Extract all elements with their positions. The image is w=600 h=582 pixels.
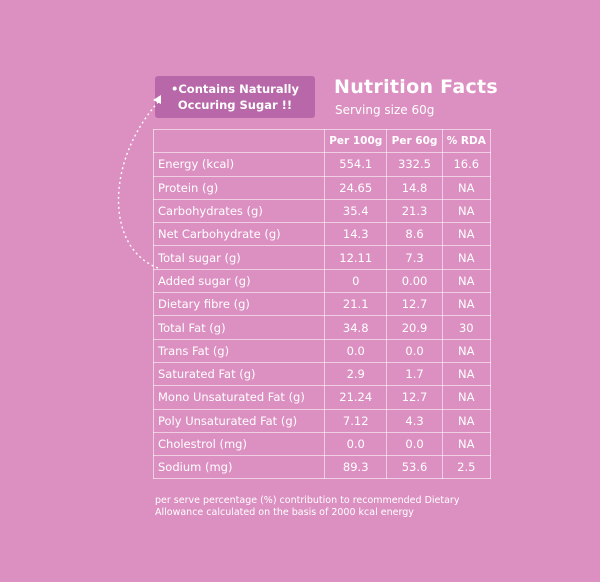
header-rda: % RDA — [441, 128, 492, 154]
value-per-100g: 0.0 — [323, 431, 388, 457]
value-per-60g: 53.6 — [386, 455, 443, 480]
nutrient-name: Cholestrol (mg) — [153, 431, 325, 457]
header-per-60g: Per 60g — [386, 128, 443, 154]
value-rda: NA — [441, 198, 492, 224]
table-row: Sodium (mg) 89.3 53.6 2.5 — [153, 455, 492, 480]
value-rda: 2.5 — [441, 455, 492, 480]
nutrient-name: Net Carbohydrate (g) — [153, 222, 325, 247]
value-per-100g: 554.1 — [323, 152, 388, 177]
nutrient-name: Total sugar (g) — [153, 245, 325, 270]
table-row: Dietary fibre (g) 21.1 12.7 NA — [153, 292, 492, 317]
nutrient-name: Mono Unsaturated Fat (g) — [153, 385, 325, 410]
nutrient-name: Protein (g) — [153, 175, 325, 200]
value-per-100g: 34.8 — [323, 315, 388, 340]
header-per-100g: Per 100g — [323, 128, 388, 154]
value-per-100g: 24.65 — [323, 175, 388, 200]
nutrient-name: Sodium (mg) — [153, 455, 325, 480]
table-row: Carbohydrates (g) 35.4 21.3 NA — [153, 198, 492, 224]
value-per-60g: 20.9 — [386, 315, 443, 340]
footnote-line-1: per serve percentage (%) contribution to… — [155, 495, 460, 506]
callout-line-1: •Contains Naturally — [171, 82, 299, 96]
table-row: Cholestrol (mg) 0.0 0.0 NA — [153, 431, 492, 457]
value-per-60g: 12.7 — [386, 385, 443, 410]
value-per-100g: 21.1 — [323, 292, 388, 317]
value-per-60g: 0.0 — [386, 338, 443, 363]
value-rda: 30 — [441, 315, 492, 340]
value-per-60g: 1.7 — [386, 361, 443, 387]
footnote-line-2: Allowance calculated on the basis of 200… — [155, 507, 414, 518]
value-per-100g: 89.3 — [323, 455, 388, 480]
table-row: Saturated Fat (g) 2.9 1.7 NA — [153, 361, 492, 387]
value-rda: NA — [441, 268, 492, 294]
table-row: Trans Fat (g) 0.0 0.0 NA — [153, 338, 492, 363]
table-row: Poly Unsaturated Fat (g) 7.12 4.3 NA — [153, 408, 492, 433]
value-per-100g: 0 — [323, 268, 388, 294]
value-per-60g: 14.8 — [386, 175, 443, 200]
value-per-60g: 0.0 — [386, 431, 443, 457]
value-per-60g: 7.3 — [386, 245, 443, 270]
value-rda: NA — [441, 431, 492, 457]
rda-footnote: per serve percentage (%) contribution to… — [155, 495, 515, 519]
value-per-100g: 12.11 — [323, 245, 388, 270]
value-per-100g: 0.0 — [323, 338, 388, 363]
nutrition-table: Per 100g Per 60g % RDA Energy (kcal) 554… — [153, 128, 492, 480]
table-row: Added sugar (g) 0 0.00 NA — [153, 268, 492, 294]
nutrient-name: Added sugar (g) — [153, 268, 325, 294]
value-per-100g: 21.24 — [323, 385, 388, 410]
table-row: Energy (kcal) 554.1 332.5 16.6 — [153, 152, 492, 177]
value-rda: NA — [441, 408, 492, 433]
value-per-100g: 14.3 — [323, 222, 388, 247]
value-per-60g: 8.6 — [386, 222, 443, 247]
table-row: Mono Unsaturated Fat (g) 21.24 12.7 NA — [153, 385, 492, 410]
value-rda: NA — [441, 385, 492, 410]
nutrient-name: Trans Fat (g) — [153, 338, 325, 363]
table-row: Total sugar (g) 12.11 7.3 NA — [153, 245, 492, 270]
value-rda: NA — [441, 292, 492, 317]
value-per-60g: 21.3 — [386, 198, 443, 224]
value-per-100g: 35.4 — [323, 198, 388, 224]
nutrient-name: Energy (kcal) — [153, 152, 325, 177]
value-rda: NA — [441, 245, 492, 270]
callout-line-2: Occuring Sugar !! — [177, 98, 293, 112]
value-per-60g: 0.00 — [386, 268, 443, 294]
nutrient-name: Saturated Fat (g) — [153, 361, 325, 387]
value-per-60g: 12.7 — [386, 292, 443, 317]
table-row: Protein (g) 24.65 14.8 NA — [153, 175, 492, 200]
table-row: Net Carbohydrate (g) 14.3 8.6 NA — [153, 222, 492, 247]
value-rda: 16.6 — [441, 152, 492, 177]
table-header-row: Per 100g Per 60g % RDA — [153, 128, 492, 154]
value-rda: NA — [441, 361, 492, 387]
value-rda: NA — [441, 338, 492, 363]
serving-size: Serving size 60g — [335, 103, 435, 117]
value-per-100g: 2.9 — [323, 361, 388, 387]
nutrient-name: Total Fat (g) — [153, 315, 325, 340]
value-per-60g: 4.3 — [386, 408, 443, 433]
table-row: Total Fat (g) 34.8 20.9 30 — [153, 315, 492, 340]
value-rda: NA — [441, 222, 492, 247]
page-title: Nutrition Facts — [334, 76, 499, 98]
nutrient-name: Carbohydrates (g) — [153, 198, 325, 224]
value-rda: NA — [441, 175, 492, 200]
header-nutrient — [153, 128, 325, 154]
nutrient-name: Dietary fibre (g) — [153, 292, 325, 317]
nutrient-name: Poly Unsaturated Fat (g) — [153, 408, 325, 433]
natural-sugar-callout: •Contains Naturally Occuring Sugar !! — [155, 76, 315, 118]
value-per-60g: 332.5 — [386, 152, 443, 177]
value-per-100g: 7.12 — [323, 408, 388, 433]
